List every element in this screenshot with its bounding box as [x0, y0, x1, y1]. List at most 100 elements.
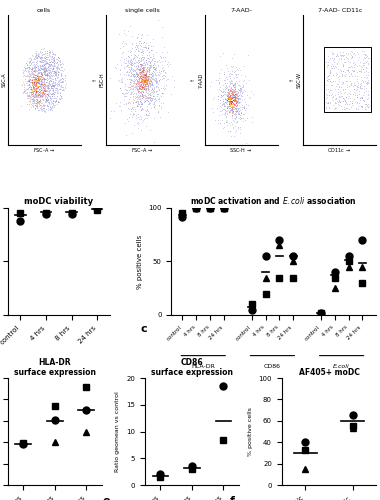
- Point: [130, 71, 136, 79]
- Point: [136, 83, 142, 91]
- Point: [57, 95, 63, 103]
- Point: [146, 55, 152, 63]
- Point: [32, 55, 38, 63]
- Point: [44, 102, 50, 110]
- Point: [113, 64, 119, 72]
- Point: [25, 64, 32, 72]
- Point: [143, 84, 149, 92]
- Point: [39, 48, 45, 56]
- Point: [133, 70, 139, 78]
- Point: [48, 97, 54, 105]
- Point: [361, 85, 367, 93]
- Point: [33, 76, 39, 84]
- Point: [217, 83, 223, 91]
- Point: [143, 69, 149, 77]
- Point: [141, 54, 147, 62]
- Point: [34, 78, 40, 86]
- Point: [226, 80, 233, 88]
- Point: [363, 58, 369, 66]
- Point: [30, 101, 36, 109]
- Point: [236, 107, 242, 115]
- Point: [44, 70, 50, 78]
- Point: [229, 88, 235, 96]
- Point: [233, 73, 239, 81]
- Point: [50, 103, 56, 111]
- Point: [150, 50, 156, 58]
- Point: [45, 84, 51, 92]
- Point: [37, 48, 43, 56]
- Point: [363, 80, 369, 88]
- Point: [140, 48, 146, 56]
- Point: [144, 76, 150, 84]
- Point: [38, 98, 44, 106]
- Point: [136, 68, 142, 76]
- Point: [29, 69, 35, 77]
- Point: [128, 58, 134, 66]
- Point: [30, 84, 36, 92]
- Point: [26, 77, 32, 85]
- Point: [47, 77, 53, 85]
- Point: [57, 76, 63, 84]
- Point: [214, 104, 220, 112]
- Point: [44, 90, 51, 98]
- Point: [225, 94, 231, 102]
- Point: [39, 74, 45, 82]
- Point: [40, 88, 46, 96]
- Point: [56, 98, 62, 106]
- Point: [58, 70, 64, 78]
- Point: [60, 60, 66, 68]
- Point: [24, 72, 30, 80]
- Point: [337, 93, 343, 101]
- Point: [148, 96, 154, 104]
- Point: [125, 117, 131, 125]
- Point: [232, 94, 238, 102]
- Point: [43, 68, 49, 76]
- Point: [225, 85, 231, 93]
- Point: [235, 109, 241, 117]
- Point: [325, 62, 331, 70]
- Point: [361, 73, 367, 81]
- Point: [144, 88, 150, 96]
- Point: [137, 70, 143, 78]
- Point: [138, 60, 144, 68]
- Point: [135, 70, 141, 78]
- Point: [234, 110, 241, 118]
- Point: [138, 99, 144, 107]
- Point: [58, 78, 64, 86]
- Point: [354, 62, 360, 70]
- Point: [132, 67, 138, 75]
- Point: [141, 77, 147, 85]
- Point: [53, 64, 59, 72]
- Point: [128, 48, 134, 56]
- Point: [138, 106, 144, 114]
- Point: [38, 70, 44, 78]
- Point: [227, 93, 233, 101]
- Point: [50, 57, 56, 65]
- Point: [240, 82, 246, 90]
- Point: [117, 66, 123, 74]
- Point: [49, 55, 55, 63]
- Point: [41, 66, 47, 74]
- Point: [230, 104, 236, 112]
- Point: [47, 47, 53, 55]
- Point: [46, 56, 52, 64]
- Point: [35, 92, 41, 100]
- Point: [50, 76, 56, 84]
- Point: [232, 90, 238, 98]
- Point: [33, 98, 40, 106]
- Point: [340, 102, 347, 110]
- Point: [158, 54, 165, 62]
- Point: [59, 92, 65, 100]
- Point: [135, 75, 141, 83]
- Point: [23, 58, 29, 66]
- Point: [22, 65, 28, 73]
- Point: [363, 100, 369, 108]
- Point: [130, 78, 136, 86]
- Point: [53, 84, 59, 92]
- Point: [358, 65, 364, 73]
- Point: [230, 90, 236, 98]
- Point: [228, 82, 234, 90]
- Point: [137, 60, 143, 68]
- Point: [227, 128, 233, 136]
- Point: [160, 84, 166, 92]
